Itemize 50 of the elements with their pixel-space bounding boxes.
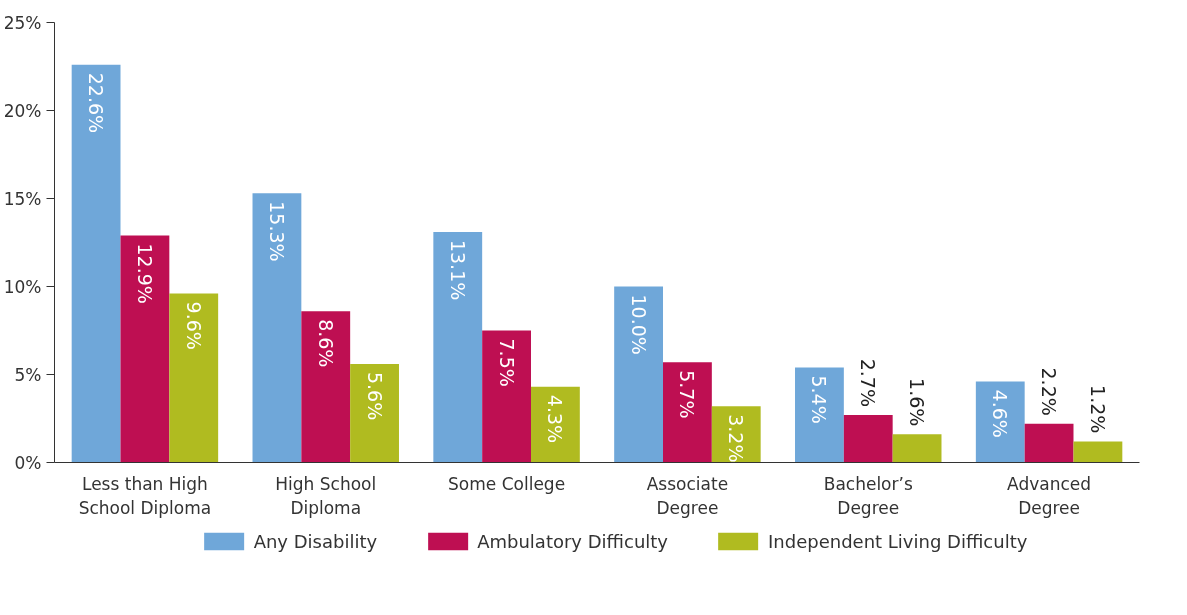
bar [843,414,893,463]
bar [301,311,351,463]
bar [252,193,302,463]
legend-label: Any Disability [253,530,378,552]
bar [892,434,942,463]
bar [614,286,663,463]
data-label: 9.6% [182,301,205,350]
x-tick-label: Advanced Degree [1007,473,1092,518]
data-label: 10.0% [627,294,650,355]
x-tick-label: Some College [448,473,566,494]
bar [169,293,219,463]
y-tick-label: 15% [3,188,42,209]
data-label: 13.1% [446,239,469,301]
data-label: 8.6% [314,319,337,368]
bar [433,231,483,463]
bar [350,363,399,463]
y-tick-label: 25% [3,12,42,33]
data-label: 5.4% [808,375,831,424]
data-label: 4.3% [544,394,567,444]
bar [531,386,580,463]
bar [1073,441,1123,463]
bar [482,330,531,463]
bar [975,381,1025,463]
data-label: 4.6% [989,389,1012,438]
data-label: 22.6% [85,72,108,134]
data-label: 2.2% [1038,367,1061,416]
legend-label: Ambulatory Difficulty [477,530,669,552]
bar [795,367,844,463]
data-label: 12.9% [133,243,156,304]
bar [1024,423,1074,463]
y-tick-label: 10% [3,276,42,297]
x-tick-label: Associate Degree [646,473,729,518]
legend-label: Independent Living Difficulty [768,530,1028,552]
data-label: 2.7% [857,358,880,407]
y-tick-label: 20% [3,100,42,121]
bar [663,362,712,463]
x-tick-label: Bachelor’s Degree [823,473,913,518]
x-tick-label: Less than High School Diploma [78,473,212,518]
bar [120,235,170,463]
data-label: 1.2% [1086,385,1109,434]
data-label: 1.6% [906,378,929,427]
data-label: 7.5% [495,338,518,387]
data-label: 5.6% [363,371,386,421]
data-label: 3.2% [725,414,748,463]
y-tick-label: 0% [14,452,42,473]
x-tick-label: High School Diploma [275,473,377,518]
data-label: 15.3% [265,201,288,262]
data-label: 5.7% [676,370,699,419]
y-tick-label: 5% [14,364,42,385]
bar [71,64,121,463]
